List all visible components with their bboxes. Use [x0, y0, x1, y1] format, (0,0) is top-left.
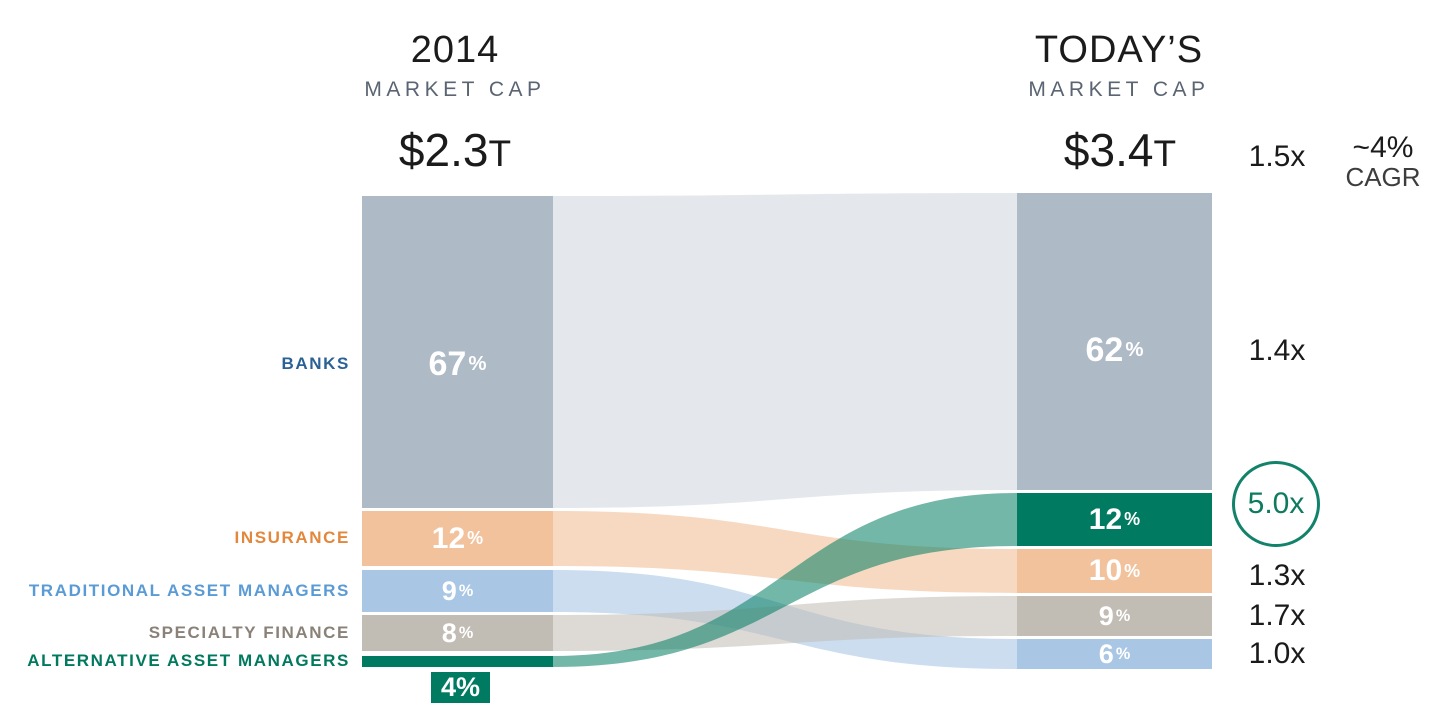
percent-2014-traditional: 9%: [362, 570, 553, 612]
category-label-traditional: TRADITIONAL ASSET MANAGERS: [28, 581, 350, 600]
cagr-value: ~4%: [1352, 131, 1414, 164]
flow-insurance: [553, 511, 1017, 593]
bar-today-insurance: [1017, 549, 1212, 593]
multiple-banks: 1.4x: [1248, 334, 1306, 367]
cagr-label: CAGR: [1345, 162, 1421, 192]
bar-today-traditional: [1017, 639, 1212, 669]
right-column-subtitle: MARKET CAP: [1028, 78, 1210, 101]
percent-sign: %: [458, 581, 474, 600]
percent-value: 62: [1085, 331, 1124, 369]
percent-2014-insurance: 12%: [362, 511, 553, 566]
percent-today-alternative: 12%: [1017, 493, 1212, 546]
multiple-alternative-circled: 5.0x: [1232, 461, 1320, 547]
multiple-specialty: 1.7x: [1248, 599, 1306, 632]
left-column-subtitle: MARKET CAP: [364, 78, 546, 101]
category-label-insurance: INSURANCE: [234, 528, 350, 547]
percent-value: 6: [1098, 638, 1114, 669]
bar-2014-insurance: [362, 511, 553, 566]
bar-today-banks: [1017, 193, 1212, 490]
percent-value: 4: [440, 672, 456, 702]
bar-2014-traditional: [362, 570, 553, 612]
percent-value: 10: [1088, 554, 1123, 587]
percent-sign: %: [1125, 339, 1144, 361]
bar-today-specialty: [1017, 596, 1212, 636]
left-column-year: 2014: [410, 29, 500, 71]
percent-value: 12: [1088, 502, 1123, 536]
percent-2014-banks: 67%: [362, 208, 553, 520]
percent-today-traditional: 6%: [1017, 639, 1212, 669]
bar-today-alternative: [1017, 493, 1212, 546]
left-column-total: $2.3T: [305, 124, 605, 180]
category-label-banks: BANKS: [281, 354, 350, 373]
percent-sign: %: [467, 528, 484, 548]
percent-sign: %: [456, 672, 481, 702]
right-column-total: $3.4T: [970, 124, 1270, 180]
percent-2014-specialty: 8%: [362, 615, 553, 651]
category-label-specialty: SPECIALTY FINANCE: [148, 623, 350, 642]
percent-value: 8: [441, 617, 457, 648]
overall-multiple: 1.5x: [1248, 140, 1306, 173]
flow-alternative: [553, 493, 1017, 667]
bar-2014-alternative: [362, 656, 553, 667]
right-total-value: $3.4: [1063, 124, 1154, 176]
percent-sign: %: [458, 623, 474, 642]
right-column-year: TODAY’S: [1034, 29, 1204, 71]
percent-today-insurance: 10%: [1017, 549, 1212, 593]
category-label-alternative: ALTERNATIVE ASSET MANAGERS: [27, 651, 350, 670]
percent-sign: %: [1115, 644, 1131, 663]
percent-today-specialty: 9%: [1017, 596, 1212, 636]
percent-value: 9: [1098, 600, 1114, 631]
left-total-unit: T: [488, 133, 512, 174]
percent-sign: %: [1115, 606, 1131, 625]
percent-sign: %: [1124, 509, 1141, 529]
left-total-value: $2.3: [398, 124, 489, 176]
right-total-unit: T: [1153, 133, 1177, 174]
multiple-traditional: 1.0x: [1248, 637, 1306, 670]
flow-banks: [553, 193, 1017, 508]
multiple-insurance: 1.3x: [1248, 559, 1306, 592]
percent-2014-alternative-callout: 4%: [428, 669, 493, 706]
percent-value: 12: [431, 521, 466, 555]
flow-specialty: [553, 596, 1017, 651]
bar-2014-specialty: [362, 615, 553, 651]
percent-sign: %: [1124, 560, 1141, 581]
percent-today-banks: 62%: [1017, 202, 1212, 499]
bar-2014-banks: [362, 196, 553, 508]
percent-sign: %: [468, 352, 487, 375]
percent-value: 9: [441, 575, 457, 606]
percent-value: 67: [428, 344, 467, 383]
